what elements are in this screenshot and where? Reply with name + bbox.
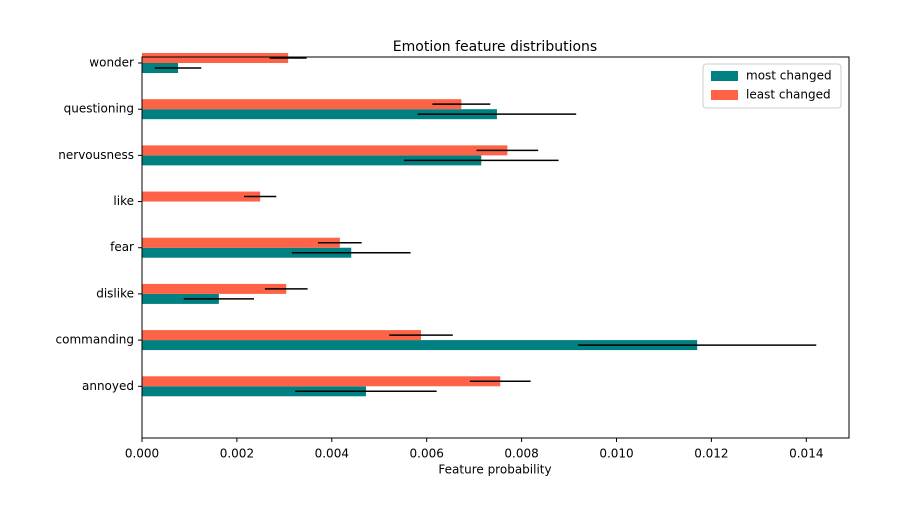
x-tick-label: 0.014 (789, 447, 823, 461)
bar (142, 155, 482, 166)
bar (142, 145, 508, 156)
bar (142, 247, 352, 258)
y-tick-label: nervousness (58, 148, 134, 162)
x-tick-label: 0.010 (599, 447, 633, 461)
bar (142, 99, 462, 110)
legend-swatch (711, 71, 738, 81)
x-tick-label: 0.004 (315, 447, 349, 461)
x-tick-label: 0.000 (125, 447, 159, 461)
bar (142, 283, 287, 294)
bar (142, 237, 340, 248)
y-tick-label: wonder (89, 56, 134, 70)
x-tick-label: 0.006 (410, 447, 444, 461)
bar (142, 340, 698, 351)
y-tick-label: like (113, 194, 134, 208)
y-tick-label: fear (110, 240, 134, 254)
y-tick-label: dislike (96, 286, 134, 300)
x-tick-label: 0.012 (694, 447, 728, 461)
y-tick-label: questioning (64, 102, 134, 116)
legend-label: most changed (746, 69, 832, 83)
x-axis-label: Feature probability (438, 463, 551, 477)
bar (142, 191, 261, 202)
x-tick-label: 0.008 (504, 447, 538, 461)
bar (142, 330, 422, 341)
bar (142, 109, 497, 120)
bar (142, 293, 219, 304)
y-tick-label: annoyed (82, 379, 134, 393)
bar (142, 386, 366, 397)
x-tick-label: 0.002 (220, 447, 254, 461)
bar (142, 53, 289, 64)
y-tick-label: commanding (56, 333, 134, 347)
chart-title: Emotion feature distributions (393, 39, 597, 55)
bar (142, 376, 501, 387)
legend-swatch (711, 90, 738, 100)
legend-label: least changed (746, 88, 831, 102)
